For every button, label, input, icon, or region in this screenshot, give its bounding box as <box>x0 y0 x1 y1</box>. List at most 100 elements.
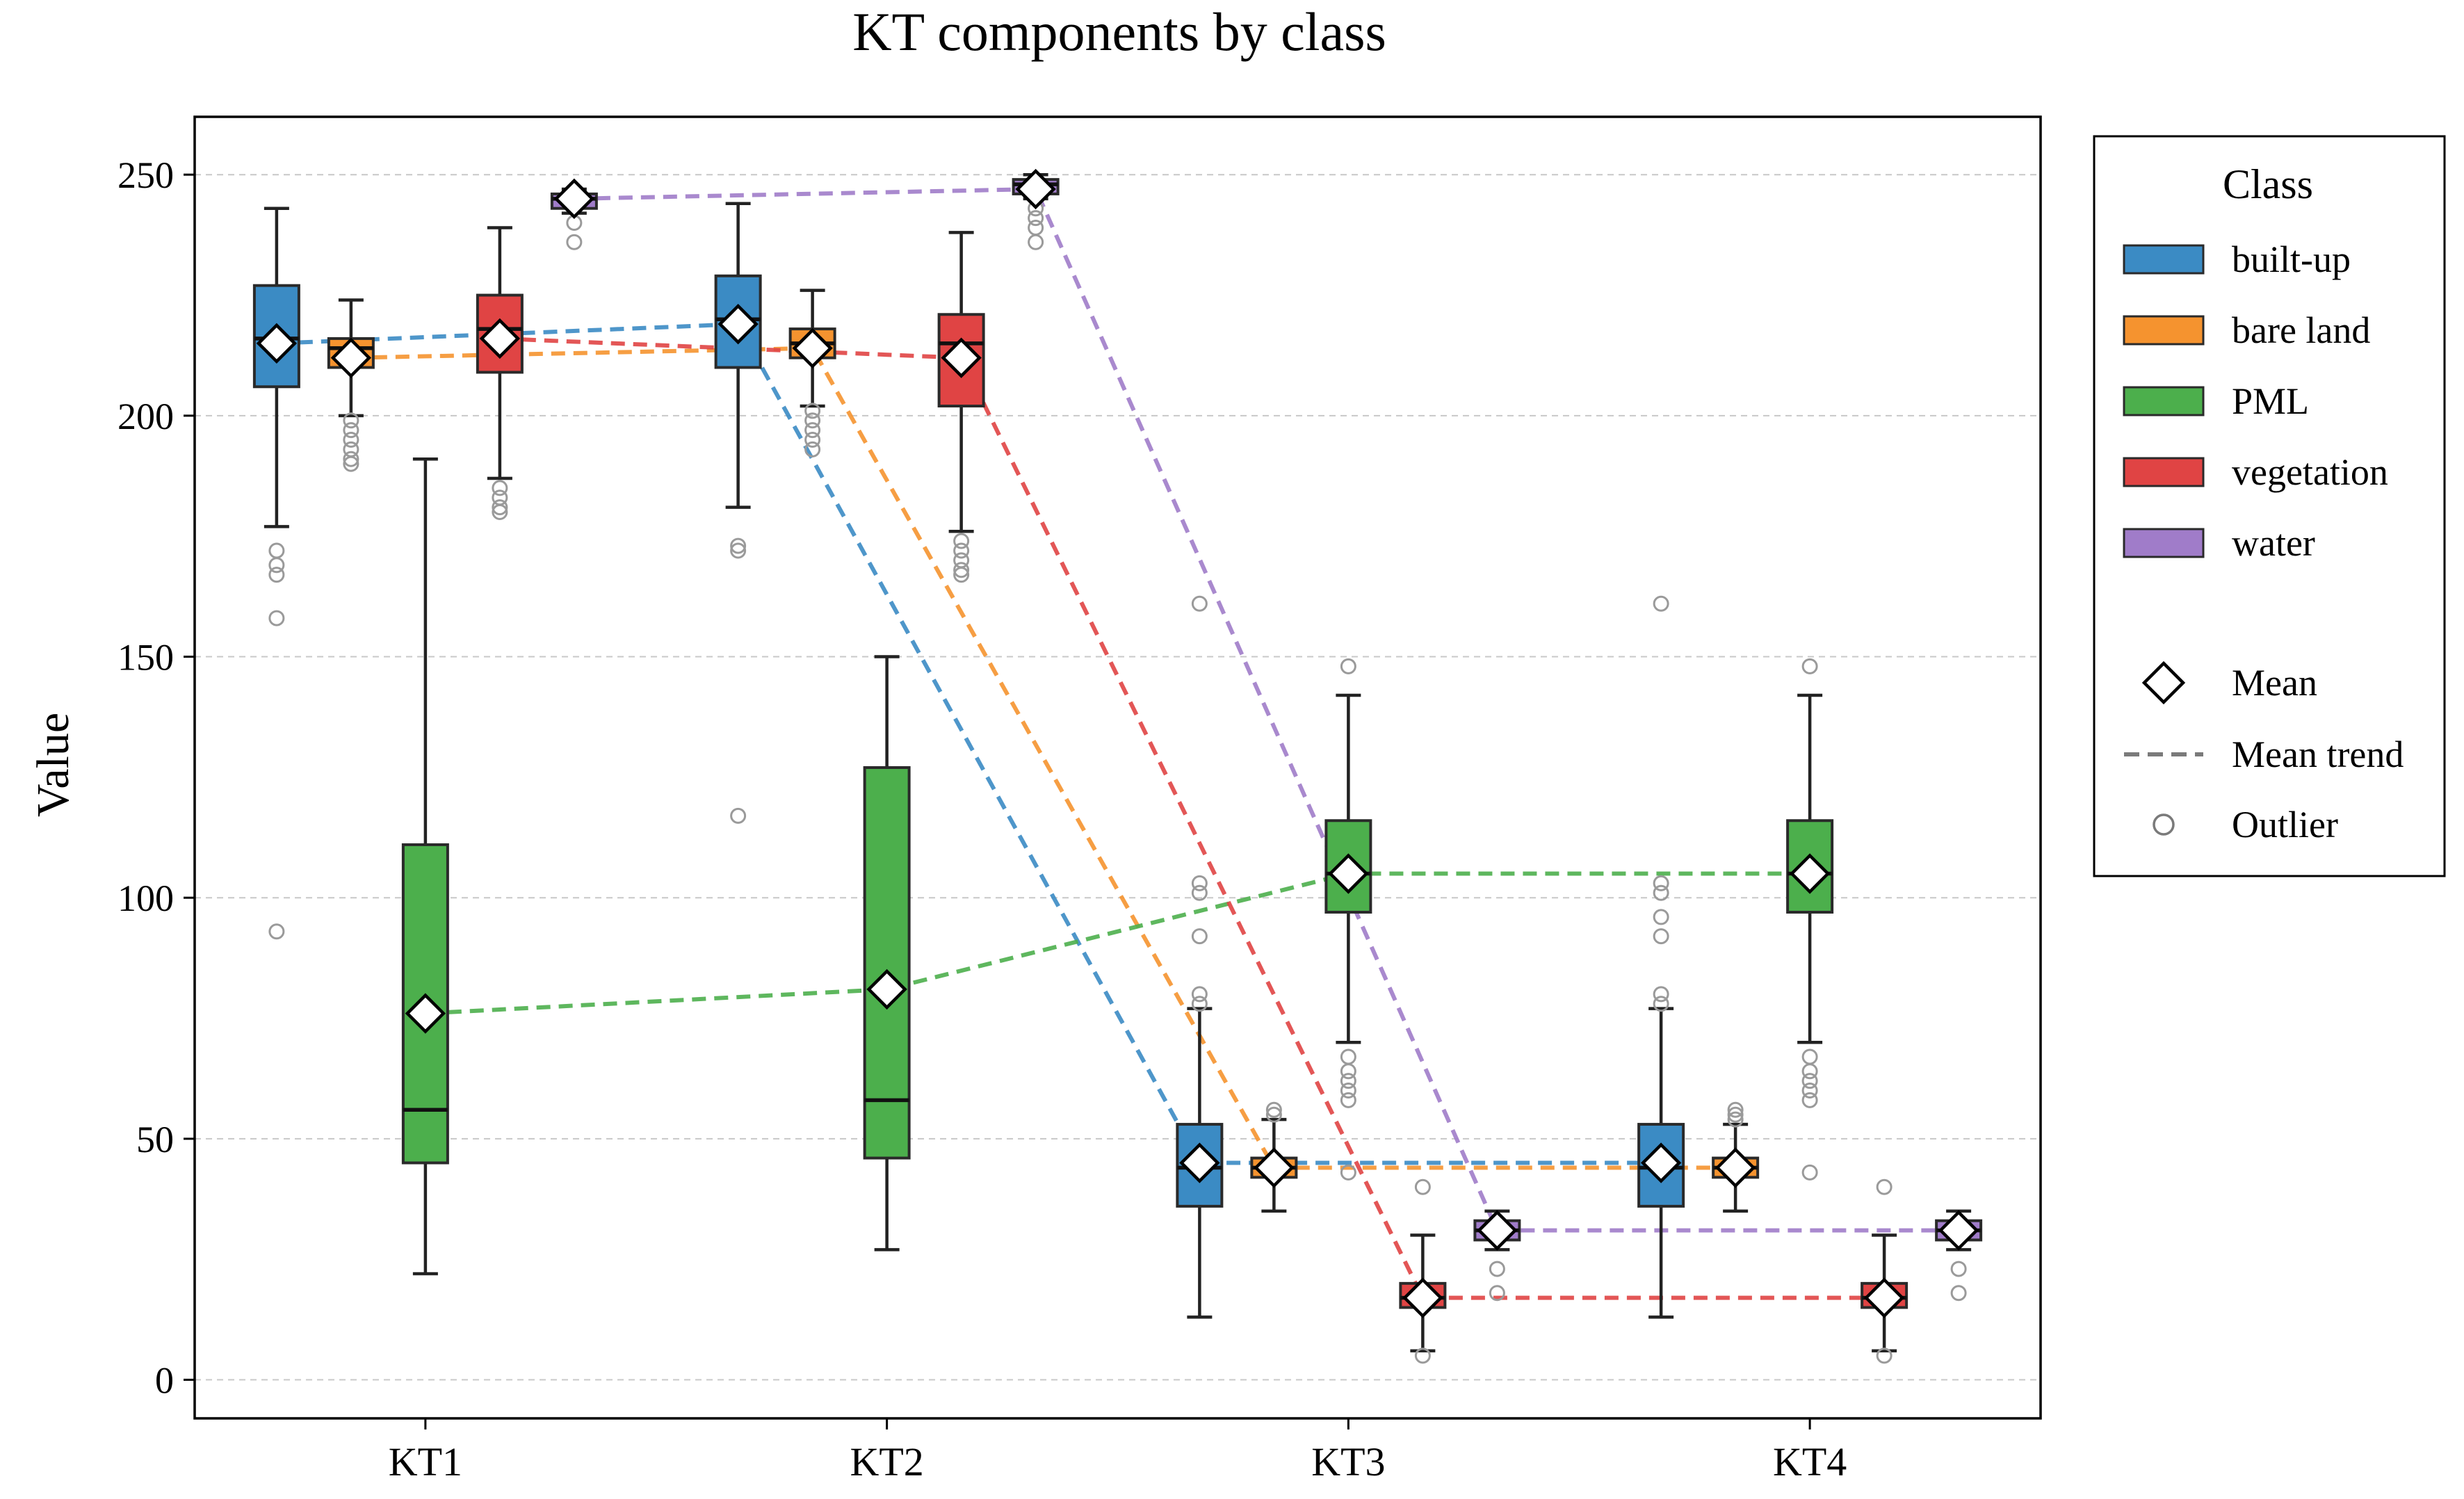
outlier-point <box>804 422 821 439</box>
mean-marker <box>1715 1147 1756 1188</box>
outlier-point <box>1801 1092 1818 1108</box>
outlier-point <box>1191 595 1208 612</box>
outlier-point <box>1801 1164 1818 1181</box>
mean-marker <box>792 327 833 368</box>
legend-label-vegetation: vegetation <box>2232 451 2388 493</box>
mean-marker <box>941 337 982 378</box>
mean-trend-bare-land <box>350 346 1736 1170</box>
outlier-point <box>1414 1347 1431 1364</box>
legend-label-bare-land: bare land <box>2232 309 2370 351</box>
outlier-point <box>1801 658 1818 674</box>
mean-marker <box>553 178 595 220</box>
outlier-point <box>1340 1073 1356 1089</box>
outlier-point <box>268 567 285 583</box>
plot-frame <box>193 115 2042 1420</box>
box-PML-kt4 <box>1786 658 1834 1181</box>
mean-marker <box>1640 1142 1682 1183</box>
mean-marker <box>1015 168 1056 210</box>
iqr-box <box>863 766 911 1160</box>
gridlines <box>195 174 2041 1381</box>
legend-swatch-vegetation <box>2123 457 2205 487</box>
box-groups <box>252 172 1983 1364</box>
outlier-point <box>804 412 821 429</box>
outlier-point <box>1191 875 1208 891</box>
outlier-point <box>730 542 747 559</box>
outlier-point <box>1727 1106 1744 1123</box>
y-tick-label: 200 <box>117 396 174 437</box>
outlier-point <box>1191 928 1208 945</box>
outlier-point <box>1950 1285 1967 1302</box>
mean-marker <box>256 323 298 364</box>
outlier-point <box>1801 1048 1818 1065</box>
outlier-point <box>492 480 508 496</box>
outlier-point <box>343 422 359 439</box>
y-axis-label: Value <box>28 713 79 817</box>
box-vegetation-kt4 <box>1861 1178 1908 1364</box>
box-PML-kt1 <box>401 457 449 1276</box>
outlier-point <box>492 499 508 516</box>
outlier-point <box>268 923 285 940</box>
outlier-point <box>1265 1106 1282 1123</box>
outlier-point <box>730 537 747 554</box>
outlier-point <box>953 533 970 549</box>
legend-label-trend: Mean trend <box>2232 734 2404 775</box>
iqr-box <box>1324 819 1372 914</box>
outlier-point <box>1265 1101 1282 1118</box>
outlier-point <box>268 610 285 626</box>
outlier-point <box>268 557 285 574</box>
outlier-point <box>1340 1092 1356 1108</box>
legend-swatch-bare-land <box>2123 315 2205 346</box>
box-bare-land-kt1 <box>327 298 375 472</box>
outlier-point <box>1876 1178 1892 1195</box>
mean-trend-built-up <box>276 322 1662 1165</box>
outlier-point <box>1801 1063 1818 1080</box>
y-tick-label: 150 <box>117 637 174 679</box>
x-tick-label-kt4: KT4 <box>1773 1439 1847 1484</box>
mean-marker <box>1477 1210 1518 1251</box>
box-built-up-kt1 <box>252 206 300 940</box>
legend-swatch-PML <box>2123 386 2205 416</box>
mean-marker <box>330 337 372 378</box>
legend-title: Class <box>2223 161 2313 207</box>
mean-marker <box>1938 1210 1979 1251</box>
legend-label-outlier: Outlier <box>2232 804 2338 845</box>
box-built-up-kt3 <box>1176 595 1224 1319</box>
x-tick-label-kt2: KT2 <box>850 1439 923 1484</box>
legend-mean-icon <box>2141 661 2186 705</box>
outlier-point <box>953 567 970 583</box>
outlier-point <box>566 234 583 250</box>
legend-label-built-up: built-up <box>2232 238 2351 280</box>
outlier-point <box>1340 1063 1356 1080</box>
mean-trend-water <box>574 186 1959 1233</box>
outlier-point <box>1191 986 1208 1003</box>
outlier-point <box>1801 1073 1818 1089</box>
outlier-point <box>1028 219 1044 236</box>
mean-marker <box>1328 853 1369 894</box>
outlier-point <box>730 807 747 824</box>
mean-marker <box>1789 853 1831 894</box>
mean-marker <box>479 318 521 359</box>
mean-markers <box>256 168 1979 1318</box>
outlier-point <box>1191 996 1208 1012</box>
outlier-point <box>804 403 821 419</box>
outlier-point <box>1489 1261 1505 1277</box>
outlier-point <box>1489 1285 1505 1302</box>
box-built-up-kt4 <box>1637 595 1685 1319</box>
mean-marker <box>866 969 907 1010</box>
outlier-point <box>1340 1083 1356 1099</box>
outlier-point <box>343 432 359 448</box>
outlier-point <box>804 432 821 448</box>
outlier-point <box>343 455 359 472</box>
outlier-point <box>1028 234 1044 250</box>
outlier-point <box>1340 1048 1356 1065</box>
outlier-point <box>343 451 359 467</box>
outlier-point <box>953 542 970 559</box>
outlier-point <box>1653 595 1669 612</box>
x-tick-label-kt1: KT1 <box>389 1439 462 1484</box>
legend-swatch-water <box>2123 528 2205 558</box>
outlier-point <box>1653 884 1669 901</box>
outlier-point <box>1653 996 1669 1012</box>
outlier-point <box>1653 909 1669 925</box>
box-PML-kt2 <box>863 655 911 1251</box>
